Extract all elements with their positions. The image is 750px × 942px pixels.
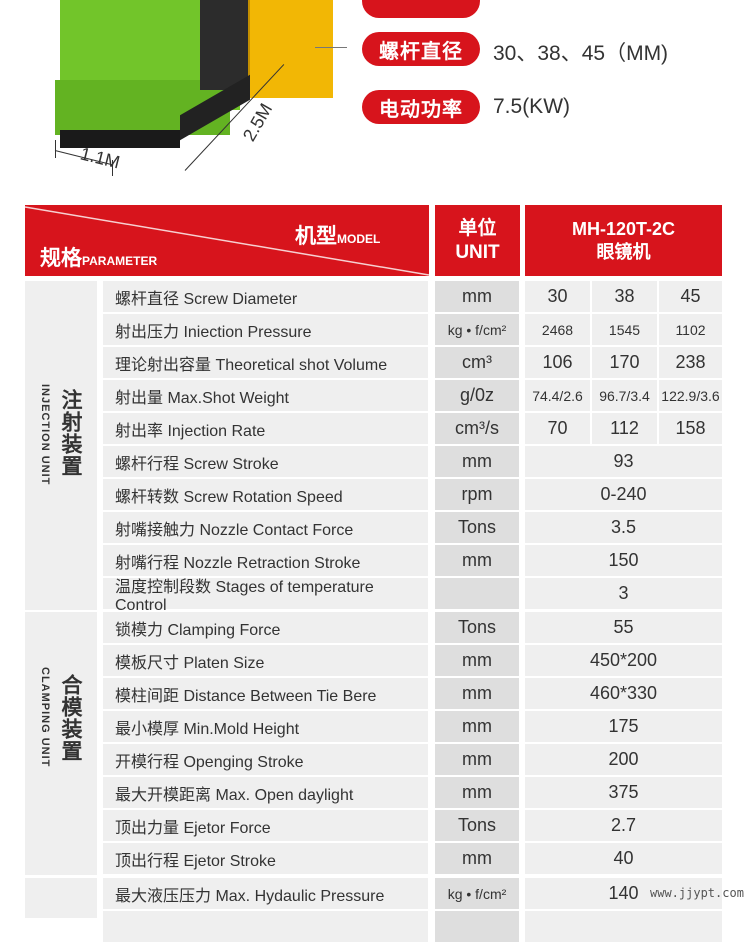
- value-cell: 112: [592, 413, 657, 444]
- unit-cell: cm³/s: [435, 413, 519, 444]
- model-type: 眼镜机: [596, 241, 651, 262]
- spec-value-screw: 30、38、45（MM): [493, 42, 669, 65]
- model-name: MH-120T-2C: [571, 218, 676, 239]
- param-cell: 射嘴行程 Nozzle Retraction Stroke: [103, 545, 428, 576]
- value-cell: 170: [592, 347, 657, 378]
- unit-cell: Tons: [435, 612, 519, 643]
- value-cell: 3: [525, 578, 722, 609]
- model-label-en: MODEL: [337, 232, 381, 246]
- value-cell: 1102: [659, 314, 722, 345]
- unit-cell: kg • f/cm²: [435, 878, 519, 909]
- param-cell: 模柱间距 Distance Between Tie Bere: [103, 678, 428, 709]
- param-cell: 螺杆直径 Screw Diameter: [103, 281, 428, 312]
- value-cell: 175: [525, 711, 722, 742]
- unit-cell: cm³: [435, 347, 519, 378]
- param-cell: 最大开模距离 Max. Open daylight: [103, 777, 428, 808]
- value-cell: 96.7/3.4: [592, 380, 657, 411]
- spec-pill-power: 电动功率: [362, 90, 480, 124]
- unit-cell: g/0z: [435, 380, 519, 411]
- header-unit: 单位 UNIT: [435, 205, 520, 276]
- value-cell: 238: [659, 347, 722, 378]
- unit-cell: [435, 578, 519, 609]
- unit-cell: mm: [435, 744, 519, 775]
- group-hydraulic: [25, 878, 97, 918]
- watermark: www.jjypt.com: [650, 886, 744, 900]
- group-clamping: 合模装置 CLAMPING UNIT: [25, 612, 97, 875]
- spec-pill-0: [362, 0, 480, 18]
- spec-pill-screw: 螺杆直径: [362, 32, 480, 66]
- unit-cell: mm: [435, 446, 519, 477]
- header-param-model: 机型MODEL 规格PARAMETER: [25, 205, 429, 276]
- value-cell: 0-240: [525, 479, 722, 510]
- model-label-cn: 机型: [295, 225, 337, 248]
- param-cell: 射出率 Injection Rate: [103, 413, 428, 444]
- group-label-cn: 合模装置: [59, 674, 82, 762]
- unit-cell: kg • f/cm²: [435, 314, 519, 345]
- value-cell: 450*200: [525, 645, 722, 676]
- unit-cell: Tons: [435, 512, 519, 543]
- param-cell: 射出压力 Iniection Pressure: [103, 314, 428, 345]
- param-cell: 模板尺寸 Platen Size: [103, 645, 428, 676]
- value-cell: 106: [525, 347, 590, 378]
- unit-cell: mm: [435, 711, 519, 742]
- param-cell: 螺杆行程 Screw Stroke: [103, 446, 428, 477]
- param-label-en: PARAMETER: [82, 254, 158, 268]
- value-cell: 38: [592, 281, 657, 312]
- unit-cell: mm: [435, 777, 519, 808]
- param-cell: 顶出行程 Ejetor Stroke: [103, 843, 428, 874]
- value-cell: 2.7: [525, 810, 722, 841]
- value-cell: 3.5: [525, 512, 722, 543]
- unit-cell: mm: [435, 843, 519, 874]
- value-cell: 40: [525, 843, 722, 874]
- param-cell: 温度控制段数 Stages of temperature Control: [103, 578, 428, 614]
- group-label-en: INJECTION UNIT: [39, 384, 51, 486]
- group-label-en: CLAMPING UNIT: [39, 667, 51, 768]
- value-cell: 74.4/2.6: [525, 380, 590, 411]
- unit-cell: mm: [435, 645, 519, 676]
- value-cell: 158: [659, 413, 722, 444]
- value-cell: 45: [659, 281, 722, 312]
- param-cell: 理论射出容量 Theoretical shot Volume: [103, 347, 428, 378]
- value-cell: 200: [525, 744, 722, 775]
- param-cell: 射嘴接触力 Nozzle Contact Force: [103, 512, 428, 543]
- param-cell: 顶出力量 Ejetor Force: [103, 810, 428, 841]
- value-cell: 140: [525, 878, 722, 909]
- param-cell: 螺杆转数 Screw Rotation Speed: [103, 479, 428, 510]
- header-model: MH-120T-2C 眼镜机: [525, 205, 722, 276]
- unit-cell: mm: [435, 545, 519, 576]
- value-cell: 70: [525, 413, 590, 444]
- param-cell: 最小模厚 Min.Mold Height: [103, 711, 428, 742]
- param-cell: 最大液压压力 Max. Hydaulic Pressure: [103, 878, 428, 909]
- param-cell: 开模行程 Openging Stroke: [103, 744, 428, 775]
- param-label-cn: 规格: [40, 247, 82, 270]
- unit-cell: mm: [435, 281, 519, 312]
- value-cell: 2468: [525, 314, 590, 345]
- unit-label-en: UNIT: [455, 241, 500, 263]
- param-cell: 射出量 Max.Shot Weight: [103, 380, 428, 411]
- value-cell: 30: [525, 281, 590, 312]
- spec-value-power: 7.5(KW): [493, 95, 571, 118]
- value-cell: 55: [525, 612, 722, 643]
- param-cell: 锁模力 Clamping Force: [103, 612, 428, 643]
- value-cell: 460*330: [525, 678, 722, 709]
- unit-label-cn: 单位: [458, 217, 497, 239]
- value-cell: 1545: [592, 314, 657, 345]
- value-cell: 375: [525, 777, 722, 808]
- unit-cell: rpm: [435, 479, 519, 510]
- unit-cell: Tons: [435, 810, 519, 841]
- group-injection: 注射装置 INJECTION UNIT: [25, 281, 97, 610]
- value-cell: 93: [525, 446, 722, 477]
- unit-cell: mm: [435, 678, 519, 709]
- value-cell: 150: [525, 545, 722, 576]
- group-label-cn: 注射装置: [59, 389, 82, 477]
- value-cell: 122.9/3.6: [659, 380, 722, 411]
